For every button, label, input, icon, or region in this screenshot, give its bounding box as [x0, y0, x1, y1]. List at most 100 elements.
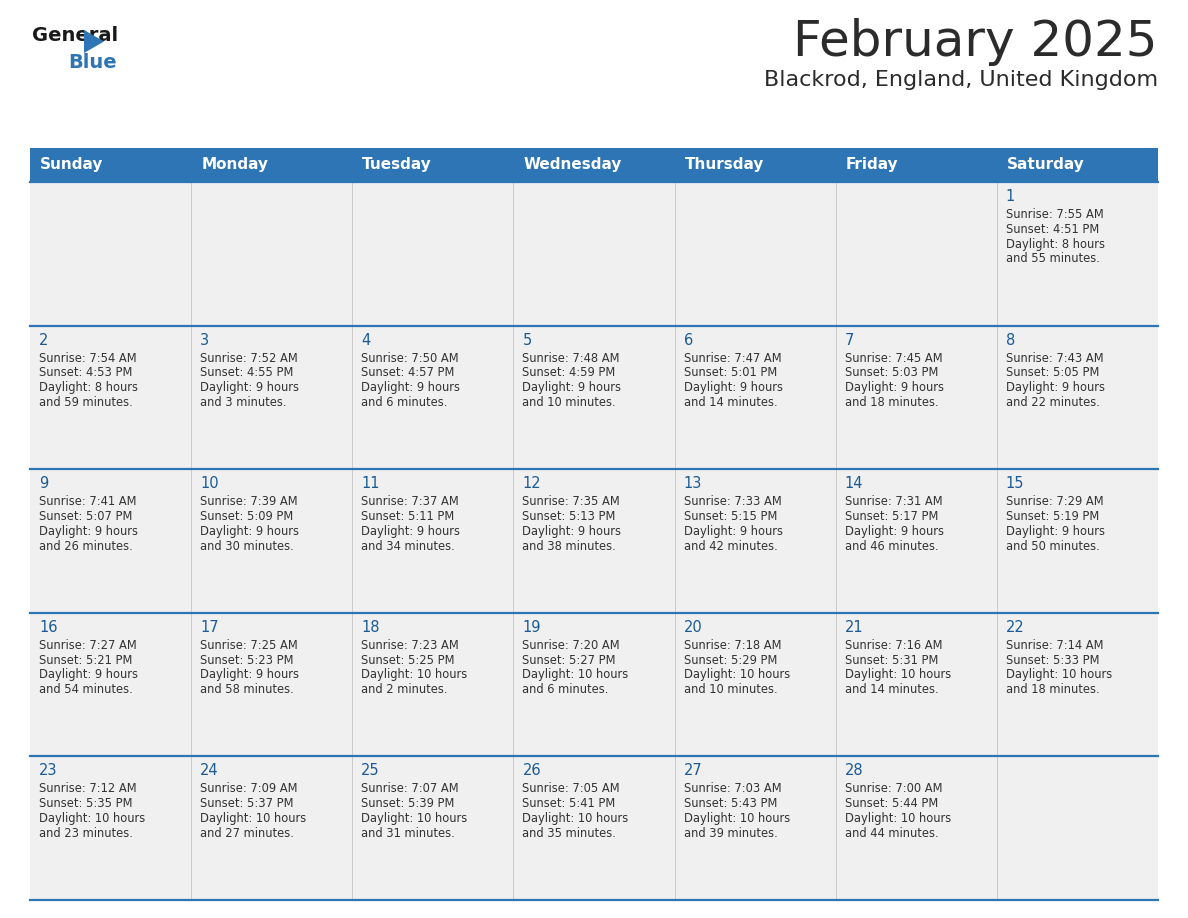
Text: Sunset: 4:59 PM: Sunset: 4:59 PM — [523, 366, 615, 379]
Text: Sunset: 5:25 PM: Sunset: 5:25 PM — [361, 654, 455, 666]
Text: Sunrise: 7:35 AM: Sunrise: 7:35 AM — [523, 495, 620, 509]
Bar — [30, 326, 191, 469]
Bar — [835, 182, 997, 326]
Text: 18: 18 — [361, 620, 380, 635]
Text: and 14 minutes.: and 14 minutes. — [683, 396, 777, 409]
Text: 25: 25 — [361, 764, 380, 778]
Text: Sunrise: 7:37 AM: Sunrise: 7:37 AM — [361, 495, 459, 509]
Bar — [191, 613, 353, 756]
Text: and 27 minutes.: and 27 minutes. — [200, 827, 293, 840]
Text: Sunrise: 7:55 AM: Sunrise: 7:55 AM — [1006, 208, 1104, 221]
Text: Daylight: 8 hours: Daylight: 8 hours — [1006, 238, 1105, 251]
Bar — [835, 326, 997, 469]
Text: Daylight: 10 hours: Daylight: 10 hours — [200, 812, 307, 825]
Text: 3: 3 — [200, 332, 209, 348]
Bar — [835, 756, 997, 900]
Text: 27: 27 — [683, 764, 702, 778]
Text: 23: 23 — [39, 764, 57, 778]
Text: Sunset: 5:21 PM: Sunset: 5:21 PM — [39, 654, 132, 666]
Text: Saturday: Saturday — [1007, 158, 1085, 173]
Text: and 35 minutes.: and 35 minutes. — [523, 827, 617, 840]
Text: Sunrise: 7:47 AM: Sunrise: 7:47 AM — [683, 352, 782, 364]
Text: Sunset: 5:09 PM: Sunset: 5:09 PM — [200, 510, 293, 523]
Text: Daylight: 10 hours: Daylight: 10 hours — [523, 812, 628, 825]
Bar — [30, 148, 191, 182]
Text: Daylight: 9 hours: Daylight: 9 hours — [361, 525, 460, 538]
Text: and 44 minutes.: and 44 minutes. — [845, 827, 939, 840]
Text: Daylight: 10 hours: Daylight: 10 hours — [361, 668, 468, 681]
Text: Sunrise: 7:16 AM: Sunrise: 7:16 AM — [845, 639, 942, 652]
Bar — [191, 326, 353, 469]
Text: General: General — [32, 26, 118, 45]
Text: Daylight: 9 hours: Daylight: 9 hours — [523, 381, 621, 394]
Bar — [513, 756, 675, 900]
Bar — [997, 326, 1158, 469]
Bar — [30, 756, 191, 900]
Text: Sunrise: 7:31 AM: Sunrise: 7:31 AM — [845, 495, 942, 509]
Bar — [513, 613, 675, 756]
Text: Daylight: 9 hours: Daylight: 9 hours — [683, 381, 783, 394]
Text: Thursday: Thursday — [684, 158, 764, 173]
Bar — [353, 613, 513, 756]
Text: Sunset: 5:15 PM: Sunset: 5:15 PM — [683, 510, 777, 523]
Text: and 2 minutes.: and 2 minutes. — [361, 683, 448, 696]
Text: and 10 minutes.: and 10 minutes. — [683, 683, 777, 696]
Text: Sunrise: 7:20 AM: Sunrise: 7:20 AM — [523, 639, 620, 652]
Text: 19: 19 — [523, 620, 541, 635]
Text: Sunrise: 7:45 AM: Sunrise: 7:45 AM — [845, 352, 942, 364]
Text: Daylight: 10 hours: Daylight: 10 hours — [523, 668, 628, 681]
Text: Blackrod, England, United Kingdom: Blackrod, England, United Kingdom — [764, 70, 1158, 90]
Bar — [997, 756, 1158, 900]
Text: and 50 minutes.: and 50 minutes. — [1006, 540, 1100, 553]
Text: and 10 minutes.: and 10 minutes. — [523, 396, 617, 409]
Text: Sunset: 5:29 PM: Sunset: 5:29 PM — [683, 654, 777, 666]
Text: Daylight: 9 hours: Daylight: 9 hours — [200, 381, 299, 394]
Text: and 23 minutes.: and 23 minutes. — [39, 827, 133, 840]
Text: Sunrise: 7:09 AM: Sunrise: 7:09 AM — [200, 782, 298, 795]
Bar — [675, 148, 835, 182]
Bar — [675, 326, 835, 469]
Text: and 39 minutes.: and 39 minutes. — [683, 827, 777, 840]
Text: Sunset: 5:37 PM: Sunset: 5:37 PM — [200, 797, 293, 811]
Text: 26: 26 — [523, 764, 541, 778]
Text: Daylight: 9 hours: Daylight: 9 hours — [39, 668, 138, 681]
Text: 9: 9 — [39, 476, 49, 491]
Text: Daylight: 10 hours: Daylight: 10 hours — [683, 812, 790, 825]
Text: Sunset: 4:57 PM: Sunset: 4:57 PM — [361, 366, 455, 379]
Text: Sunset: 5:19 PM: Sunset: 5:19 PM — [1006, 510, 1099, 523]
Text: Sunset: 5:01 PM: Sunset: 5:01 PM — [683, 366, 777, 379]
Text: Daylight: 9 hours: Daylight: 9 hours — [39, 525, 138, 538]
Text: Daylight: 9 hours: Daylight: 9 hours — [845, 381, 943, 394]
Text: 20: 20 — [683, 620, 702, 635]
Text: and 6 minutes.: and 6 minutes. — [361, 396, 448, 409]
Text: Sunrise: 7:52 AM: Sunrise: 7:52 AM — [200, 352, 298, 364]
Bar — [997, 469, 1158, 613]
Bar — [191, 148, 353, 182]
Text: and 18 minutes.: and 18 minutes. — [1006, 683, 1099, 696]
Text: and 38 minutes.: and 38 minutes. — [523, 540, 617, 553]
Text: Daylight: 9 hours: Daylight: 9 hours — [1006, 525, 1105, 538]
Text: Blue: Blue — [68, 53, 116, 72]
Text: Sunrise: 7:50 AM: Sunrise: 7:50 AM — [361, 352, 459, 364]
Text: Sunset: 5:05 PM: Sunset: 5:05 PM — [1006, 366, 1099, 379]
Text: Daylight: 10 hours: Daylight: 10 hours — [361, 812, 468, 825]
Text: and 34 minutes.: and 34 minutes. — [361, 540, 455, 553]
Bar — [30, 469, 191, 613]
Text: Sunrise: 7:27 AM: Sunrise: 7:27 AM — [39, 639, 137, 652]
Text: and 42 minutes.: and 42 minutes. — [683, 540, 777, 553]
Polygon shape — [84, 30, 105, 53]
Text: Daylight: 9 hours: Daylight: 9 hours — [523, 525, 621, 538]
Text: and 31 minutes.: and 31 minutes. — [361, 827, 455, 840]
Text: Friday: Friday — [846, 158, 898, 173]
Text: Sunset: 5:41 PM: Sunset: 5:41 PM — [523, 797, 615, 811]
Text: Sunset: 5:03 PM: Sunset: 5:03 PM — [845, 366, 939, 379]
Bar — [835, 469, 997, 613]
Bar — [191, 469, 353, 613]
Text: Sunrise: 7:03 AM: Sunrise: 7:03 AM — [683, 782, 782, 795]
Text: 8: 8 — [1006, 332, 1015, 348]
Bar — [353, 469, 513, 613]
Text: 21: 21 — [845, 620, 864, 635]
Text: 17: 17 — [200, 620, 219, 635]
Text: Sunset: 5:17 PM: Sunset: 5:17 PM — [845, 510, 939, 523]
Text: and 46 minutes.: and 46 minutes. — [845, 540, 939, 553]
